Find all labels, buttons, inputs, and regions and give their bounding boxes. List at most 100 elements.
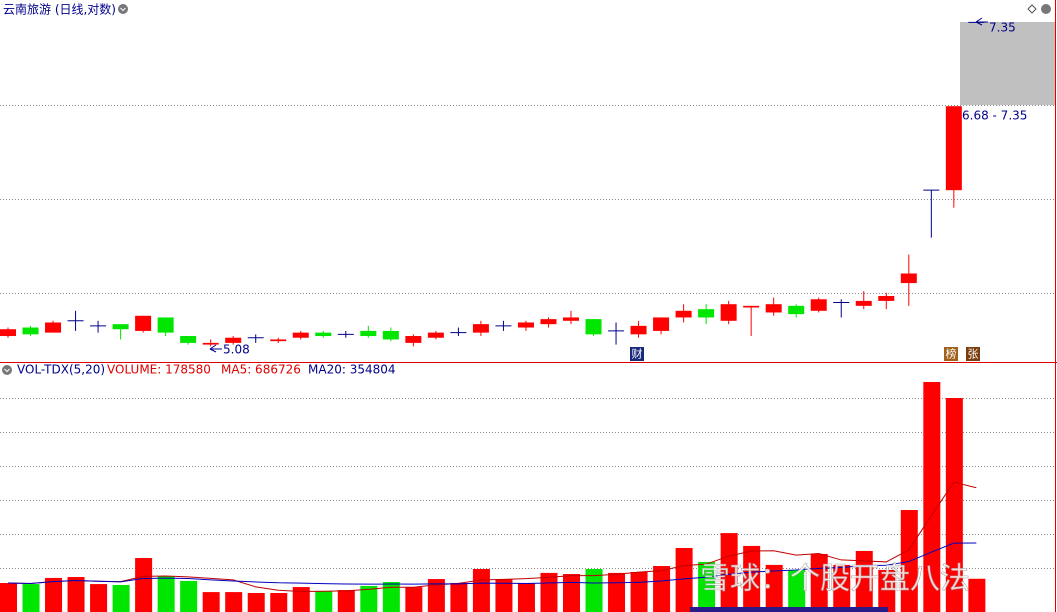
diamond-button[interactable] <box>1027 4 1037 14</box>
candle-body <box>405 336 422 343</box>
candle-body <box>225 337 242 343</box>
volume-bar <box>382 582 400 612</box>
candle-body <box>810 299 827 311</box>
indicator-menu[interactable] <box>2 365 12 375</box>
candle-body <box>720 304 737 321</box>
volume-bar <box>517 582 535 612</box>
candle-body <box>45 322 62 333</box>
volume-bar <box>225 592 243 612</box>
volume-bar <box>45 577 63 612</box>
volume-bar <box>135 558 153 612</box>
event-label: 榜 <box>946 347 957 361</box>
volume-bar <box>157 576 175 612</box>
candle-body <box>382 330 399 340</box>
candle-body <box>157 317 174 333</box>
candle-body <box>315 332 332 337</box>
candle-body <box>630 325 647 335</box>
candle-body <box>135 315 152 331</box>
volume-value: VOLUME: 178580 <box>107 363 211 377</box>
volume-bar <box>337 590 355 612</box>
menu-arrow <box>4 368 10 373</box>
volume-bar <box>630 571 648 612</box>
candle-body <box>585 319 602 335</box>
volume-bar <box>180 580 198 612</box>
candle-body <box>900 273 917 284</box>
high-label: 7.35 <box>989 21 1016 35</box>
volume-bar <box>22 584 40 612</box>
indicator-name: VOL-TDX(5,20) <box>17 363 105 377</box>
volume-bar <box>923 382 941 612</box>
menu-button[interactable] <box>118 4 128 14</box>
candle-body <box>945 106 962 191</box>
event-label: 财 <box>632 347 643 361</box>
volume-bar <box>202 592 220 612</box>
low-label: 5.08 <box>223 343 250 357</box>
volume-bar <box>675 547 693 612</box>
candle-body <box>540 319 557 325</box>
volume-bar <box>427 579 445 612</box>
volume-bar <box>495 579 513 612</box>
volume-bar <box>450 582 468 612</box>
volume-bar <box>743 545 761 612</box>
settings-button[interactable] <box>1041 4 1051 14</box>
event-badge[interactable] <box>966 347 980 361</box>
event-label: 张 <box>968 348 979 361</box>
ma20-value: MA20: 354804 <box>308 363 396 377</box>
volume-bar <box>247 593 265 612</box>
candle-body <box>675 310 692 318</box>
ma5-line <box>7 481 977 592</box>
price-grid <box>0 105 1055 294</box>
candle-body <box>292 332 309 338</box>
high-arrow <box>975 17 988 26</box>
candle-body <box>270 339 287 342</box>
event-badge[interactable] <box>944 347 958 361</box>
volume-bar <box>540 572 558 612</box>
candle-body <box>202 342 219 345</box>
menu-arrow <box>120 7 126 12</box>
volume-bar <box>765 564 783 612</box>
volume-bar <box>472 569 490 612</box>
candle-body <box>360 330 377 337</box>
volume-bar <box>360 585 378 612</box>
low-arrow <box>209 344 222 353</box>
candle-body <box>855 300 872 306</box>
limit-range-box <box>960 22 1055 105</box>
candle-body <box>22 327 39 335</box>
volume-bar <box>405 587 423 612</box>
volume-bar <box>292 587 310 612</box>
candle-body <box>743 305 760 308</box>
volume-bar <box>698 561 716 612</box>
candle-body <box>653 317 670 331</box>
event-badge[interactable] <box>630 347 644 361</box>
volume-bar <box>788 569 806 612</box>
candle-body <box>788 305 805 315</box>
volume-bar <box>0 583 17 612</box>
plot <box>0 21 986 612</box>
candle-body <box>765 304 782 313</box>
volume-bar <box>67 577 85 612</box>
volume-bar <box>563 574 580 612</box>
volume-bar <box>585 569 603 612</box>
volume-bar <box>833 564 851 612</box>
volume-bar <box>112 585 130 612</box>
candle-body <box>427 332 444 338</box>
volume-bar <box>945 398 963 612</box>
candle-body <box>563 317 579 321</box>
volume-bar <box>653 566 671 612</box>
ma5-value: MA5: 686726 <box>221 363 301 377</box>
volume-bar <box>968 578 986 612</box>
ma20-line <box>7 542 977 585</box>
candle-body <box>112 324 129 330</box>
watermark: 雪球：个股开盘八法 <box>700 562 970 597</box>
chart-title: 云南旅游 (日线,对数) <box>3 2 116 17</box>
scroll-bar[interactable] <box>690 607 888 612</box>
range-label: 6.68 - 7.35 <box>962 109 1027 123</box>
candle-body <box>0 329 16 337</box>
volume-bar <box>720 533 738 612</box>
volume-grid <box>0 398 1055 569</box>
volume-bar <box>315 590 333 612</box>
candle-body <box>878 296 895 301</box>
candle-body <box>698 309 715 318</box>
